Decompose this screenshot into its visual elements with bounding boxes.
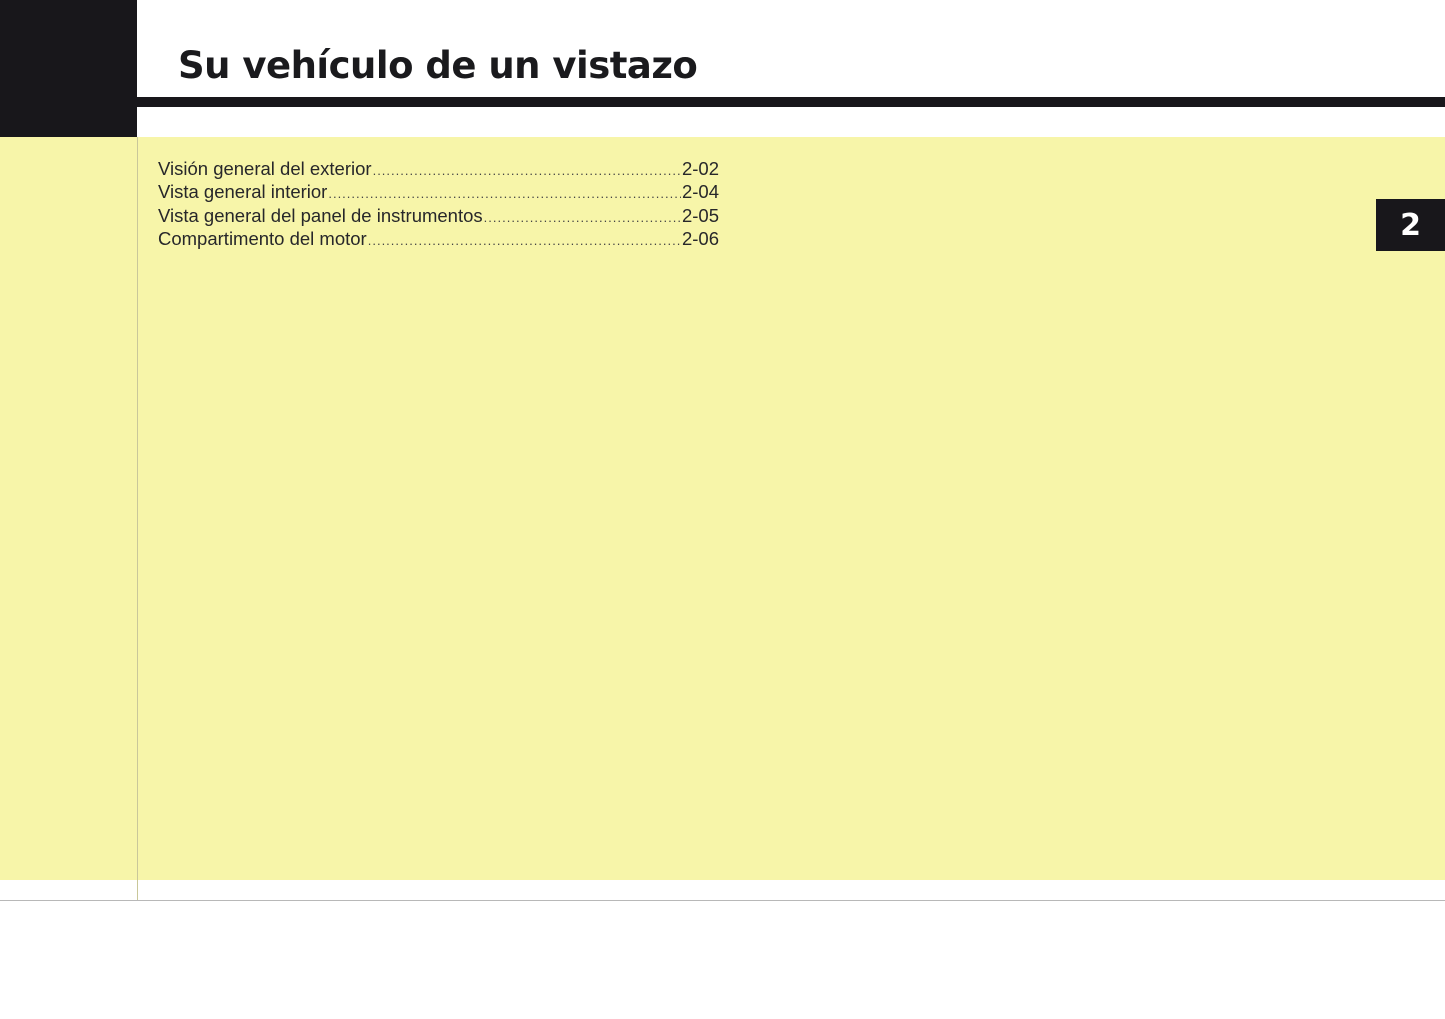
content-background bbox=[0, 137, 1445, 880]
page-title: Su vehículo de un vistazo bbox=[178, 44, 698, 87]
toc-entry-page: 2-04 bbox=[681, 181, 719, 203]
toc-entry[interactable]: Vista general del panel de instrumentos … bbox=[158, 205, 719, 228]
toc-entry[interactable]: Visión general del exterior 2-02 bbox=[158, 158, 719, 181]
toc-entry-label: Vista general interior bbox=[158, 181, 328, 203]
footer-divider bbox=[0, 900, 1445, 901]
toc-entry[interactable]: Compartimento del motor 2-06 bbox=[158, 228, 719, 251]
toc-entry-label: Vista general del panel de instrumentos bbox=[158, 204, 483, 226]
leader-dots bbox=[373, 163, 681, 178]
leader-dots bbox=[328, 186, 681, 201]
table-of-contents: Visión general del exterior 2-02 Vista g… bbox=[158, 158, 719, 251]
leader-dots bbox=[368, 233, 681, 248]
title-rule bbox=[137, 97, 1445, 107]
toc-entry-label: Visión general del exterior bbox=[158, 158, 372, 179]
toc-entry-page: 2-05 bbox=[681, 204, 719, 226]
corner-block bbox=[0, 0, 137, 137]
toc-entry-label: Compartimento del motor bbox=[158, 227, 367, 249]
toc-entry-page: 2-06 bbox=[681, 227, 719, 249]
leader-dots bbox=[484, 210, 681, 225]
toc-entry[interactable]: Vista general interior 2-04 bbox=[158, 181, 719, 204]
chapter-tab: 2 bbox=[1376, 199, 1445, 251]
margin-divider bbox=[137, 137, 138, 901]
toc-entry-page: 2-02 bbox=[681, 158, 719, 179]
